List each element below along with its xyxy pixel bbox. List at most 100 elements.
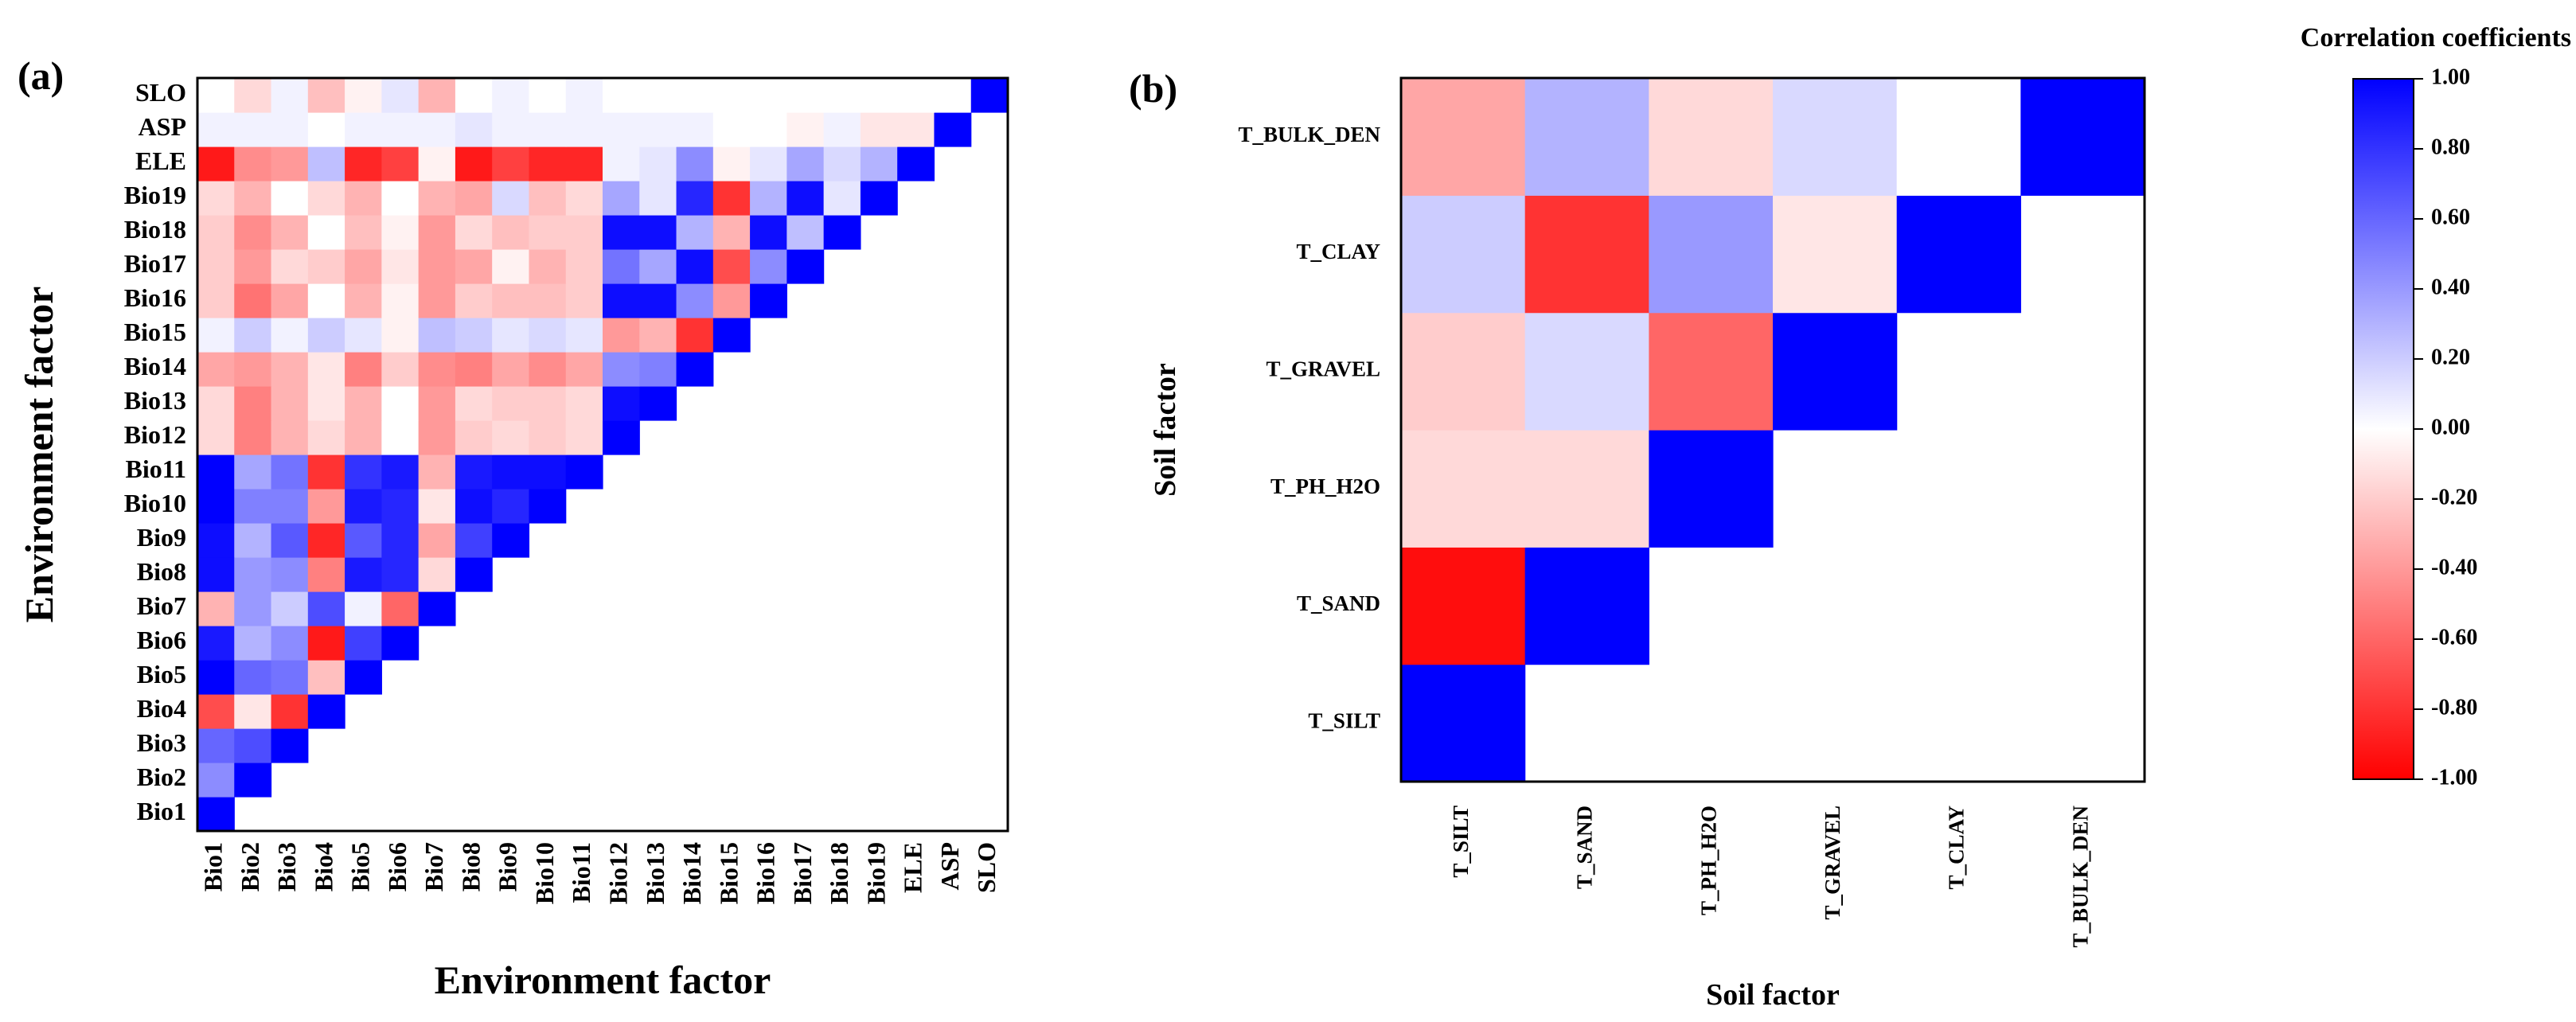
x-tick-label-Bio4: Bio4	[309, 842, 338, 891]
heatmap-cell-Bio19-Bio16	[750, 181, 787, 216]
heatmap-cell-Bio18-Bio8	[455, 215, 493, 250]
heatmap-cell-Bio10-Bio3	[271, 489, 309, 524]
heatmap-cell-Bio15-Bio6	[381, 318, 420, 353]
heatmap-cell-Bio18-Bio12	[603, 215, 640, 250]
heatmap-cell-Bio19-Bio15	[712, 181, 751, 216]
heatmap-cell-Bio3-Bio1	[197, 728, 235, 763]
y-tick-label-Bio6: Bio6	[137, 626, 186, 654]
heatmap-cell-Bio13-Bio9	[492, 386, 530, 421]
heatmap-cell-Bio18-Bio7	[418, 215, 456, 250]
heatmap-cell-Bio19-Bio8	[455, 181, 493, 216]
heatmap-cell-ASP-Bio2	[234, 112, 272, 147]
heatmap-cell-Bio19-Bio6	[381, 181, 420, 216]
heatmap-cell-Bio15-Bio9	[492, 318, 530, 353]
heatmap-cell-Bio13-Bio8	[455, 386, 493, 421]
heatmap-cell-Bio14-Bio10	[529, 352, 567, 387]
x-tick-label-ASP: ASP	[935, 842, 964, 890]
heatmap-cell-T_CLAY-T_SILT	[1401, 195, 1526, 314]
y-tick-label-T_GRAVEL: T_GRAVEL	[1266, 357, 1380, 381]
heatmap-cell-Bio15-Bio12	[603, 318, 640, 353]
heatmap-cell-Bio16-Bio8	[455, 283, 493, 318]
heatmap-cell-ASP-Bio17	[786, 112, 825, 147]
heatmap-cell-SLO-Bio8	[455, 78, 493, 113]
heatmap-cell-Bio19-Bio13	[639, 181, 677, 216]
heatmap-cell-ASP-Bio4	[307, 112, 345, 147]
x-tick-label-Bio8: Bio8	[456, 842, 485, 891]
heatmap-cell-Bio13-Bio2	[234, 386, 272, 421]
heatmap-cell-Bio16-Bio1	[197, 283, 235, 318]
panel-b-x-axis-label: Soil factor	[1706, 978, 1840, 1012]
heatmap-cell-Bio18-Bio11	[565, 215, 603, 250]
y-tick-label-ASP: ASP	[139, 112, 186, 141]
heatmap-cell-Bio7-Bio7	[418, 591, 456, 626]
x-tick-label-Bio13: Bio13	[641, 842, 669, 904]
heatmap-cell-ASP-Bio14	[676, 112, 714, 147]
heatmap-cell-Bio11-Bio8	[455, 454, 493, 490]
heatmap-cell-ASP-Bio16	[750, 112, 787, 147]
heatmap-cell-Bio4-Bio2	[234, 694, 272, 729]
y-tick-label-Bio11: Bio11	[126, 454, 186, 483]
heatmap-cell-T_PH_H2O-T_PH_H2O	[1649, 430, 1774, 548]
heatmap-cell-Bio18-Bio4	[307, 215, 345, 250]
heatmap-cell-ASP-Bio5	[345, 112, 382, 147]
heatmap-cell-Bio14-Bio11	[565, 352, 603, 387]
heatmap-cell-Bio17-Bio9	[492, 249, 530, 284]
heatmap-cell-Bio18-Bio3	[271, 215, 309, 250]
heatmap-cell-Bio17-Bio7	[418, 249, 456, 284]
heatmap-cell-Bio6-Bio1	[197, 626, 235, 661]
heatmap-cell-Bio9-Bio5	[345, 523, 382, 558]
x-tick-label-T_GRAVEL: T_GRAVEL	[1821, 806, 1844, 920]
heatmap-cell-Bio8-Bio5	[345, 557, 382, 592]
y-tick-label-Bio4: Bio4	[137, 694, 186, 723]
y-tick-label-Bio14: Bio14	[124, 352, 186, 380]
y-tick-label-Bio9: Bio9	[137, 523, 186, 552]
heatmap-cell-Bio19-Bio18	[823, 181, 861, 216]
heatmap-cell-SLO-Bio3	[271, 78, 309, 113]
heatmap-cell-ELE-Bio5	[345, 146, 382, 181]
colorbar-tick-label: 0.40	[2431, 275, 2470, 299]
heatmap-cell-ELE-Bio3	[271, 146, 309, 181]
heatmap-cell-Bio11-Bio4	[307, 454, 345, 490]
heatmap-cell-Bio16-Bio2	[234, 283, 272, 318]
heatmap-cell-ELE-Bio8	[455, 146, 493, 181]
heatmap-cell-ELE-Bio2	[234, 146, 272, 181]
colorbar-tick-label: -0.20	[2431, 485, 2477, 509]
heatmap-cell-Bio19-Bio3	[271, 181, 309, 216]
heatmap-cell-Bio14-Bio3	[271, 352, 309, 387]
heatmap-cell-Bio7-Bio5	[345, 591, 382, 626]
heatmap-cell-SLO-Bio17	[786, 78, 825, 113]
heatmap-cell-T_BULK_DEN-T_CLAY	[1896, 78, 2021, 196]
heatmap-cell-SLO-Bio19	[860, 78, 898, 113]
heatmap-cell-T_BULK_DEN-T_PH_H2O	[1649, 78, 1774, 196]
heatmap-cell-ASP-Bio15	[712, 112, 751, 147]
panel-a-heatmap-cells	[197, 78, 1009, 832]
heatmap-cell-Bio6-Bio6	[381, 626, 420, 661]
heatmap-cell-Bio12-Bio1	[197, 420, 235, 455]
heatmap-cell-T_CLAY-T_GRAVEL	[1773, 195, 1898, 314]
heatmap-cell-Bio16-Bio6	[381, 283, 420, 318]
heatmap-cell-T_BULK_DEN-T_GRAVEL	[1773, 78, 1898, 196]
heatmap-cell-Bio5-Bio1	[197, 660, 235, 695]
heatmap-cell-Bio16-Bio13	[639, 283, 677, 318]
colorbar-title: Correlation coefficients	[2301, 23, 2571, 53]
heatmap-cell-ELE-Bio1	[197, 146, 235, 181]
colorbar-tick-label: -0.60	[2431, 625, 2477, 649]
heatmap-cell-Bio16-Bio16	[750, 283, 787, 318]
x-tick-label-Bio3: Bio3	[272, 842, 301, 891]
heatmap-cell-Bio15-Bio5	[345, 318, 382, 353]
heatmap-cell-Bio6-Bio3	[271, 626, 309, 661]
heatmap-cell-Bio14-Bio8	[455, 352, 493, 387]
colorbar-ticks: 1.00 0.80 0.60 0.40 0.20 0.00 -0.20 -0.40 -0.60 -…	[2414, 64, 2477, 790]
heatmap-cell-ELE-Bio17	[786, 146, 825, 181]
heatmap-cell-Bio18-Bio2	[234, 215, 272, 250]
heatmap-cell-T_GRAVEL-T_SAND	[1524, 312, 1649, 431]
x-tick-label-Bio5: Bio5	[346, 842, 375, 891]
heatmap-cell-Bio15-Bio15	[712, 318, 751, 353]
heatmap-cell-Bio19-Bio2	[234, 181, 272, 216]
heatmap-cell-Bio15-Bio11	[565, 318, 603, 353]
heatmap-cell-Bio16-Bio11	[565, 283, 603, 318]
colorbar-tick-label: -1.00	[2431, 765, 2477, 790]
y-tick-label-SLO: SLO	[135, 78, 186, 107]
heatmap-cell-Bio10-Bio6	[381, 489, 420, 524]
heatmap-cell-Bio13-Bio12	[603, 386, 640, 421]
